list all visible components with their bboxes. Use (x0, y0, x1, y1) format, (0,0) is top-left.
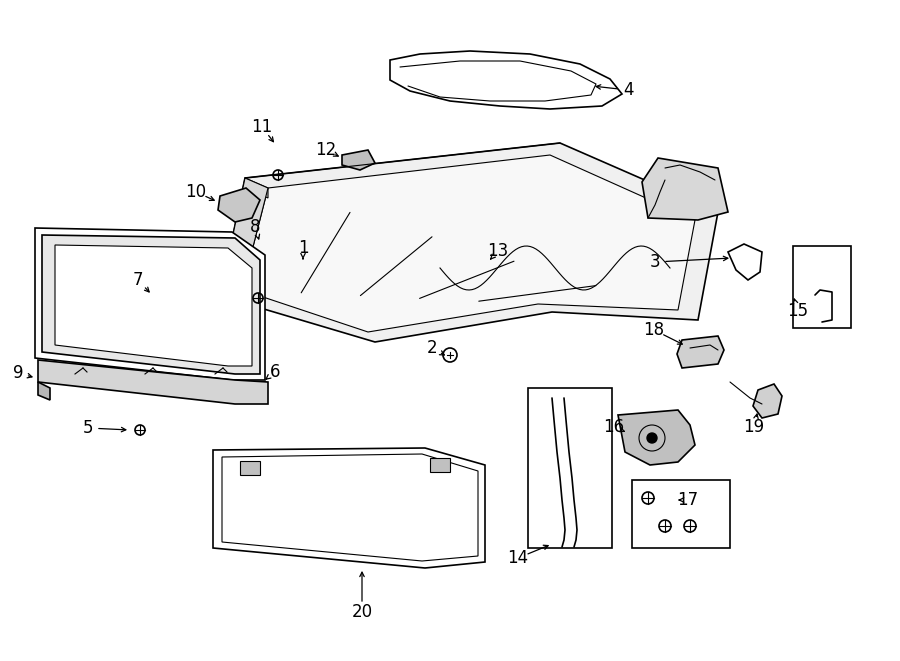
Polygon shape (55, 245, 252, 366)
Text: 20: 20 (351, 603, 373, 621)
Text: 12: 12 (315, 141, 337, 159)
Text: 1: 1 (298, 239, 309, 257)
Polygon shape (220, 143, 718, 342)
Bar (430, 458, 450, 472)
Text: 6: 6 (270, 363, 280, 381)
Text: 15: 15 (788, 302, 808, 320)
Text: 13: 13 (488, 242, 508, 260)
Text: 5: 5 (83, 419, 94, 437)
Text: 14: 14 (508, 549, 528, 567)
Bar (240, 461, 260, 475)
Text: 4: 4 (623, 81, 634, 99)
Polygon shape (728, 244, 762, 280)
Polygon shape (753, 384, 782, 418)
Text: 11: 11 (251, 118, 273, 136)
Polygon shape (42, 235, 260, 374)
Polygon shape (342, 150, 375, 170)
Polygon shape (35, 228, 265, 380)
Text: 16: 16 (603, 418, 625, 436)
Circle shape (647, 433, 657, 443)
Text: 9: 9 (13, 364, 23, 382)
Polygon shape (38, 382, 50, 400)
Polygon shape (618, 410, 695, 465)
Polygon shape (220, 178, 268, 296)
Text: 3: 3 (650, 253, 661, 271)
Text: 17: 17 (678, 491, 698, 509)
Polygon shape (528, 388, 612, 548)
Text: 18: 18 (644, 321, 664, 339)
Polygon shape (242, 155, 695, 332)
Polygon shape (642, 158, 728, 220)
Polygon shape (677, 336, 724, 368)
Text: 2: 2 (427, 339, 437, 357)
Polygon shape (245, 178, 268, 198)
Text: 7: 7 (133, 271, 143, 289)
Bar (632, 480, 730, 548)
Polygon shape (390, 51, 622, 109)
Polygon shape (38, 360, 268, 404)
Polygon shape (218, 188, 260, 222)
Polygon shape (213, 448, 485, 568)
Text: 8: 8 (250, 218, 260, 236)
Bar (793, 246, 851, 328)
Text: 19: 19 (743, 418, 765, 436)
Text: 10: 10 (185, 183, 207, 201)
